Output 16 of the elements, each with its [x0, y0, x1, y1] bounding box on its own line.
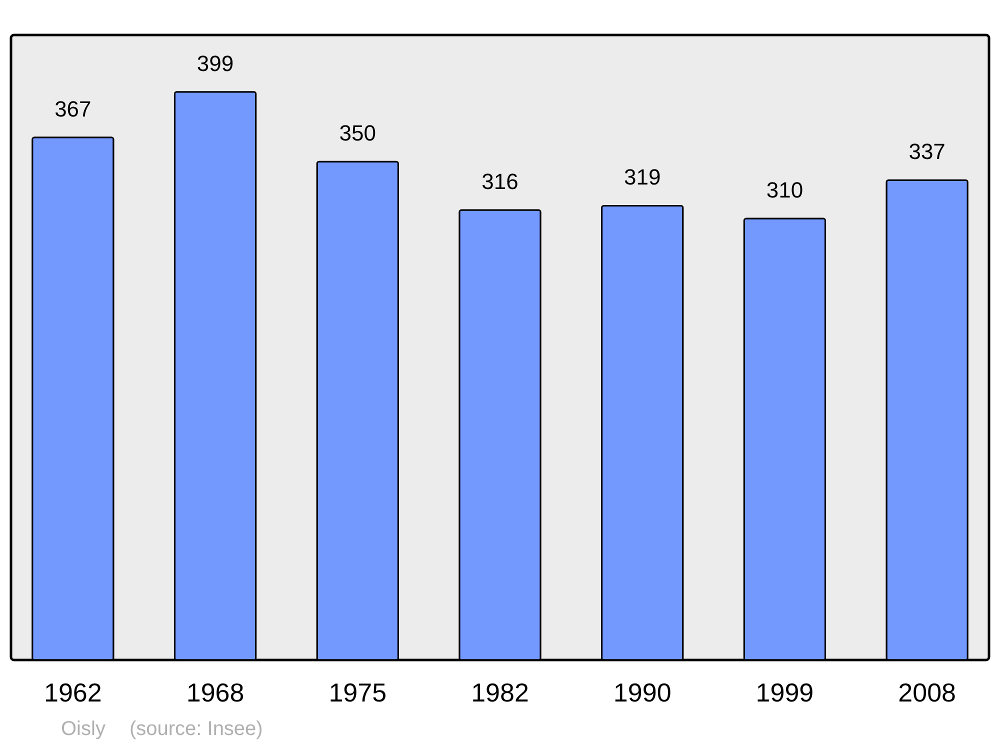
text: Oisly	[61, 718, 106, 740]
x-tick-label: 1999	[756, 678, 814, 708]
x-tick-label: 1968	[186, 678, 244, 708]
x-tick-label: 2008	[898, 678, 956, 708]
data-label: 367	[54, 96, 92, 122]
data-label: 310	[766, 178, 804, 203]
data-label: 337	[908, 139, 946, 164]
x-tick-label: 1975	[328, 678, 387, 708]
x-tick-label: 1982	[471, 678, 529, 708]
data-label: 350	[339, 120, 376, 146]
data-label: 319	[624, 164, 661, 190]
text: (source: Insee)	[129, 718, 263, 740]
data-label: 316	[482, 169, 518, 194]
x-tick-label: 1990	[613, 678, 672, 708]
x-tick-label: 1962	[44, 678, 102, 708]
data-label: 399	[196, 50, 234, 76]
